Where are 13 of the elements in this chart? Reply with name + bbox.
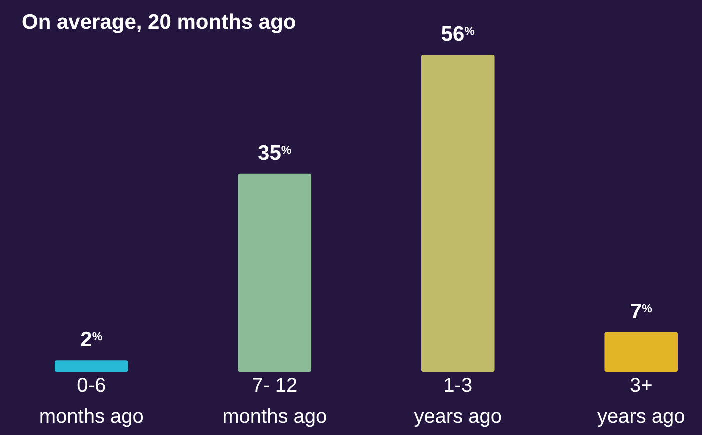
chart-title: On average, 20 months ago (22, 11, 296, 34)
bar (604, 332, 678, 372)
data-label: 2$^{%}$ (80, 328, 103, 352)
x-tick-label: 7- 12 months ago (222, 375, 328, 428)
x-tick-label: 1-3 years ago (414, 375, 502, 428)
bar (421, 55, 495, 372)
bar (54, 360, 128, 372)
bar (238, 174, 312, 372)
data-label: 7$^{%}$ (630, 300, 652, 324)
x-tick-label: 3+ years ago (597, 375, 686, 428)
data-label: 35$^{%}$ (258, 142, 292, 165)
x-tick-label: 0-6 months ago (39, 375, 144, 428)
data-label: 56$^{%}$ (441, 23, 475, 46)
